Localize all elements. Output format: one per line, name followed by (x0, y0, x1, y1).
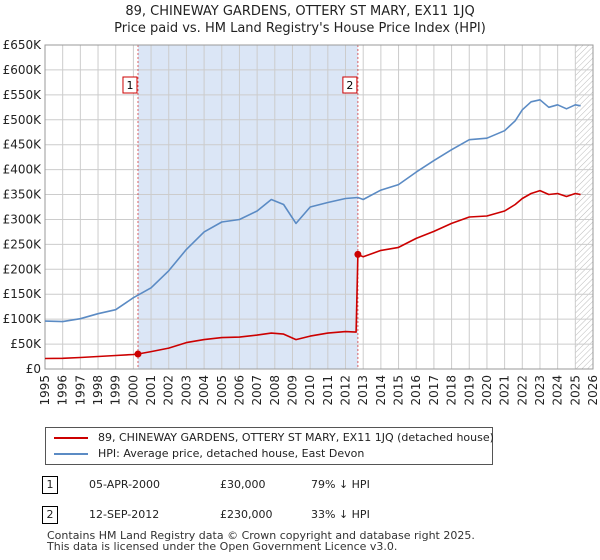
x-tick-label: 1996 (56, 375, 70, 406)
sale-date: 12-SEP-2012 (89, 508, 160, 521)
property-price-line (44, 189, 581, 360)
sale-point (354, 250, 362, 258)
x-tick-label: 2014 (374, 375, 388, 406)
x-tick-label: 2015 (392, 375, 406, 406)
x-tick-label: 2023 (533, 375, 547, 406)
x-tick-label: 2002 (162, 375, 176, 406)
sale-marker-box: 2 (42, 506, 58, 524)
x-tick-label: 2006 (232, 375, 246, 406)
y-tick-label: £150K (3, 287, 43, 301)
x-tick-label: 1997 (73, 375, 87, 406)
x-tick-label: 2018 (445, 375, 459, 406)
price-chart: £0 £50K £100K £150K £200K £250K £300K £350K £400… (3, 38, 600, 406)
legend-swatch-hpi (54, 453, 88, 455)
sale-chart-marker-label: 2 (346, 79, 353, 92)
sale-point (134, 350, 142, 358)
y-tick-label: £0 (26, 362, 41, 376)
chart-legend: 89, CHINEWAY GARDENS, OTTERY ST MARY, EX… (45, 427, 494, 465)
y-tick-label: £600K (3, 63, 43, 77)
legend-item-property: 89, CHINEWAY GARDENS, OTTERY ST MARY, EX… (46, 430, 494, 446)
x-tick-label: 2009 (285, 375, 299, 406)
sale-date: 05-APR-2000 (89, 478, 161, 491)
sale-chart-marker-label: 1 (126, 79, 133, 92)
x-tick-label: 2000 (126, 375, 140, 406)
x-tick-label: 2001 (144, 375, 158, 406)
sale-chart-marker (342, 76, 358, 94)
footer-line-2: This data is licensed under the Open Gov… (47, 540, 398, 553)
sale-hpi-comparison: 79% ↓ HPI (311, 478, 370, 491)
x-tick-label: 2022 (515, 375, 529, 406)
hpi-line (44, 99, 581, 323)
x-tick-label: 2021 (498, 375, 512, 406)
legend-label-hpi: HPI: Average price, detached house, East… (98, 447, 365, 460)
x-tick-label: 2024 (551, 375, 565, 406)
ownership-shaded-region (137, 45, 358, 369)
x-tick-label: 2010 (303, 375, 317, 406)
x-tick-label: 2026 (586, 375, 600, 406)
sale-row-1: 1 05-APR-2000 £30,000 79% ↓ HPI (42, 476, 582, 494)
y-tick-label: £350K (3, 188, 43, 202)
x-tick-label: 1998 (91, 375, 105, 406)
sale-hpi-comparison: 33% ↓ HPI (311, 508, 370, 521)
chart-title-line-1: 89, CHINEWAY GARDENS, OTTERY ST MARY, EX… (125, 4, 475, 19)
x-tick-label: 1999 (109, 375, 123, 406)
y-tick-label: £650K (3, 38, 43, 52)
y-tick-label: £100K (3, 312, 43, 326)
x-tick-label: 1995 (38, 375, 52, 406)
x-tick-label: 2011 (321, 375, 335, 406)
forecast-hatched-region (575, 45, 593, 369)
x-tick-label: 2004 (197, 375, 211, 406)
legend-label-property: 89, CHINEWAY GARDENS, OTTERY ST MARY, EX… (98, 431, 494, 444)
x-tick-label: 2005 (215, 375, 229, 406)
sale-price: £230,000 (220, 508, 273, 521)
x-tick-label: 2017 (427, 375, 441, 406)
sale-price: £30,000 (220, 478, 266, 491)
y-tick-label: £250K (3, 237, 43, 251)
footer-line-1: Contains HM Land Registry data © Crown c… (47, 529, 475, 542)
y-tick-label: £550K (3, 88, 43, 102)
x-tick-label: 2025 (568, 375, 582, 406)
sale-marker-box: 1 (42, 476, 58, 494)
x-tick-label: 2019 (462, 375, 476, 406)
x-tick-label: 2008 (268, 375, 282, 406)
x-tick-label: 2020 (480, 375, 494, 406)
y-tick-label: £50K (10, 337, 42, 351)
y-tick-label: £450K (3, 138, 43, 152)
x-tick-label: 2007 (250, 375, 264, 406)
sale-row-2: 2 12-SEP-2012 £230,000 33% ↓ HPI (42, 506, 582, 524)
plot-frame (44, 44, 594, 370)
chart-title-line-2: Price paid vs. HM Land Registry's House … (114, 21, 486, 36)
x-tick-label: 2013 (356, 375, 370, 406)
footer-attribution: Contains HM Land Registry data © Crown c… (47, 530, 475, 552)
y-tick-label: £400K (3, 163, 43, 177)
x-tick-label: 2012 (339, 375, 353, 406)
y-tick-label: £300K (3, 212, 43, 226)
legend-swatch-property (54, 437, 88, 439)
y-tick-label: £200K (3, 262, 43, 276)
sale-chart-marker (122, 76, 138, 94)
legend-item-hpi: HPI: Average price, detached house, East… (46, 446, 492, 462)
x-tick-label: 2016 (409, 375, 423, 406)
y-tick-label: £500K (3, 113, 43, 127)
x-tick-label: 2003 (179, 375, 193, 406)
